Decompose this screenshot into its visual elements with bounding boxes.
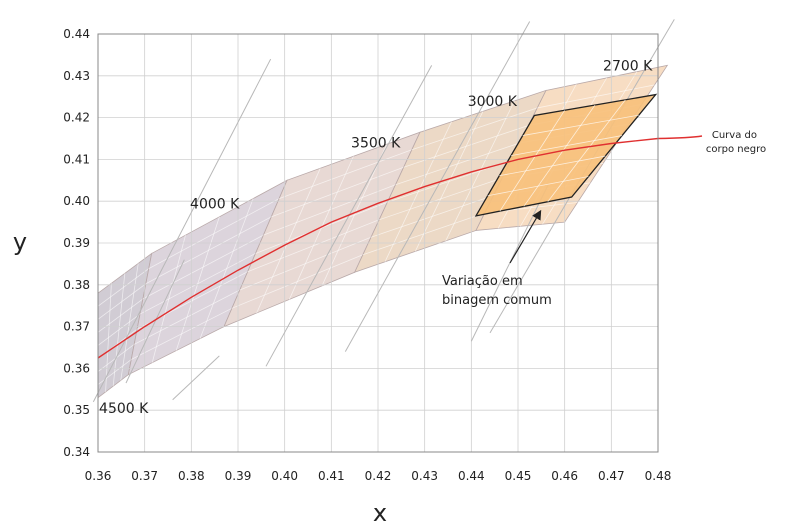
region-mesh-line xyxy=(370,195,494,238)
cct-label: 3000 K xyxy=(468,94,518,110)
region-mesh-line xyxy=(247,219,380,273)
region-mesh-line xyxy=(362,212,485,256)
region-mesh-line xyxy=(139,253,256,315)
binning-mesh-line xyxy=(522,114,639,136)
binning-mesh-line xyxy=(499,110,566,212)
locus-label: Curva do corpo negro xyxy=(706,130,766,155)
y-tick-label: 0.34 xyxy=(63,445,90,459)
y-tick-label: 0.41 xyxy=(63,152,90,166)
y-axis-title: y xyxy=(13,228,27,256)
region-mesh-line xyxy=(255,201,388,254)
binning-mesh-line xyxy=(510,135,623,157)
x-axis-title: x xyxy=(373,499,387,527)
tick-labels: 0.36 0.37 0.38 0.39 0.40 0.41 0.42 0.43 0.44 0.45… xyxy=(63,27,671,483)
isotherm-line xyxy=(172,355,220,401)
x-tick-label: 0.42 xyxy=(365,469,392,483)
binning-mesh-line xyxy=(547,99,626,202)
region-mesh-line xyxy=(131,307,233,360)
binning-region xyxy=(474,93,658,217)
region-mesh-line xyxy=(97,359,132,385)
region-mesh-line xyxy=(231,254,363,309)
x-tick-label: 0.36 xyxy=(85,469,112,483)
region-mesh-line xyxy=(395,142,520,186)
binning-label-line-2: binagem comum xyxy=(442,293,552,308)
region-mesh-line xyxy=(133,289,240,345)
cct-label: 4000 K xyxy=(190,196,240,212)
x-tick-label: 0.47 xyxy=(598,469,625,483)
locus-label-line-2: corpo negro xyxy=(706,144,766,155)
x-tick-label: 0.37 xyxy=(131,469,158,483)
cct-label: 4500 K xyxy=(99,401,149,417)
region-mesh-line xyxy=(411,107,538,151)
binning-arrow xyxy=(509,209,542,264)
cct-label: 3500 K xyxy=(351,136,401,152)
locus-line xyxy=(97,137,659,359)
y-tick-label: 0.35 xyxy=(63,403,90,417)
isotherm-line xyxy=(265,65,433,367)
x-tick-label: 0.46 xyxy=(551,469,578,483)
x-tick-label: 0.41 xyxy=(318,469,345,483)
region-mesh-line xyxy=(379,177,503,221)
y-tick-label: 0.42 xyxy=(63,111,90,125)
region-mesh-line xyxy=(142,234,264,300)
x-tick-label: 0.40 xyxy=(271,469,298,483)
binning-layer xyxy=(474,93,658,217)
y-tick-label: 0.43 xyxy=(63,69,90,83)
x-tick-label: 0.43 xyxy=(411,469,438,483)
x-tick-label: 0.45 xyxy=(505,469,532,483)
x-tick-label: 0.44 xyxy=(458,469,485,483)
locus-layer xyxy=(97,135,703,359)
region-mesh-line xyxy=(537,84,655,109)
isotherm-line xyxy=(125,259,185,384)
region-labels: 4500 K 4000 K 3500 K 3000 K 2700 K xyxy=(99,58,653,417)
region-mesh-line xyxy=(145,216,272,285)
cct-label: 2700 K xyxy=(603,58,653,74)
region-mesh-line xyxy=(239,236,372,291)
y-tick-label: 0.37 xyxy=(63,320,90,334)
axes xyxy=(97,33,659,453)
binning-label-line-1: Variação em xyxy=(442,274,523,289)
binning-label: Variação em binagem comum xyxy=(442,274,552,308)
isotherm-line xyxy=(92,58,272,403)
region-mesh-line xyxy=(148,198,280,269)
isotherm-line xyxy=(344,21,531,352)
region-mesh-line xyxy=(97,313,141,346)
x-tick-label: 0.48 xyxy=(645,469,672,483)
binning-mesh-line xyxy=(499,155,606,177)
plot-frame xyxy=(97,33,659,453)
y-tick-label: 0.39 xyxy=(63,236,90,250)
region-mesh-line xyxy=(278,149,412,199)
y-tick-label: 0.36 xyxy=(63,361,90,375)
region-mesh-line xyxy=(263,184,396,236)
x-tick-label: 0.38 xyxy=(178,469,205,483)
locus-line-extension xyxy=(657,135,703,140)
binning-mesh-line xyxy=(487,176,589,197)
binning-mesh-line xyxy=(523,104,596,207)
region-mesh-line xyxy=(97,268,149,307)
y-tick-label: 0.38 xyxy=(63,278,90,292)
x-tick-label: 0.39 xyxy=(225,469,252,483)
locus-label-line-1: Curva do xyxy=(712,130,757,141)
region-mesh-line xyxy=(271,166,404,218)
y-tick-label: 0.44 xyxy=(63,27,90,41)
y-tick-label: 0.40 xyxy=(63,194,90,208)
region-mesh-line xyxy=(97,283,147,320)
